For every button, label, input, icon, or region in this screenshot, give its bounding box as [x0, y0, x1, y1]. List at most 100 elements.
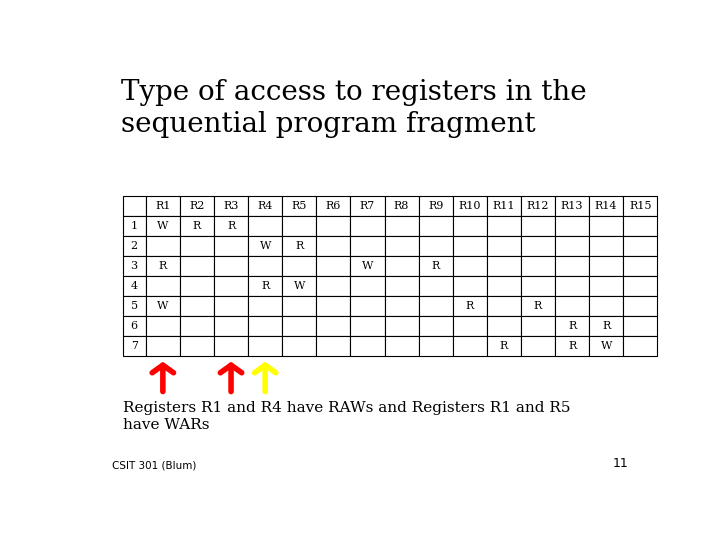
Bar: [624, 215, 657, 236]
Bar: [214, 256, 248, 276]
Text: R1: R1: [156, 201, 171, 211]
Bar: [316, 276, 351, 296]
Bar: [316, 215, 351, 236]
Bar: [122, 336, 145, 356]
Bar: [282, 276, 316, 296]
Bar: [248, 296, 282, 316]
Bar: [453, 276, 487, 296]
Text: R9: R9: [428, 201, 444, 211]
Text: 4: 4: [130, 281, 138, 291]
Bar: [316, 195, 351, 215]
Bar: [316, 336, 351, 356]
Text: 7: 7: [130, 341, 138, 351]
Bar: [624, 296, 657, 316]
Bar: [555, 276, 589, 296]
Bar: [351, 336, 384, 356]
Text: R: R: [602, 321, 611, 331]
Bar: [521, 215, 555, 236]
Bar: [418, 236, 453, 256]
Bar: [589, 236, 624, 256]
Text: 5: 5: [130, 301, 138, 311]
Bar: [487, 316, 521, 336]
Bar: [248, 336, 282, 356]
Bar: [384, 336, 418, 356]
Text: 6: 6: [130, 321, 138, 331]
Text: R: R: [466, 301, 474, 311]
Bar: [122, 236, 145, 256]
Bar: [145, 236, 180, 256]
Bar: [555, 236, 589, 256]
Bar: [624, 236, 657, 256]
Bar: [282, 296, 316, 316]
Bar: [214, 296, 248, 316]
Bar: [589, 256, 624, 276]
Bar: [214, 316, 248, 336]
Bar: [453, 296, 487, 316]
Bar: [282, 195, 316, 215]
Bar: [555, 256, 589, 276]
Bar: [351, 236, 384, 256]
Bar: [418, 256, 453, 276]
Text: R14: R14: [595, 201, 618, 211]
Text: R3: R3: [223, 201, 239, 211]
Bar: [555, 316, 589, 336]
Bar: [487, 276, 521, 296]
Bar: [316, 316, 351, 336]
Bar: [214, 215, 248, 236]
Bar: [589, 336, 624, 356]
Bar: [624, 195, 657, 215]
Text: R4: R4: [258, 201, 273, 211]
Bar: [145, 316, 180, 336]
Text: R: R: [431, 261, 440, 271]
Bar: [214, 236, 248, 256]
Bar: [453, 336, 487, 356]
Bar: [521, 256, 555, 276]
Bar: [624, 336, 657, 356]
Text: R5: R5: [292, 201, 307, 211]
Bar: [521, 296, 555, 316]
Bar: [624, 256, 657, 276]
Text: W: W: [600, 341, 612, 351]
Bar: [487, 195, 521, 215]
Bar: [418, 336, 453, 356]
Text: W: W: [259, 241, 271, 251]
Bar: [180, 316, 214, 336]
Bar: [521, 236, 555, 256]
Bar: [145, 215, 180, 236]
Text: R15: R15: [629, 201, 652, 211]
Bar: [384, 236, 418, 256]
Text: R: R: [568, 321, 576, 331]
Text: R2: R2: [189, 201, 204, 211]
Bar: [624, 276, 657, 296]
Bar: [487, 336, 521, 356]
Bar: [248, 195, 282, 215]
Text: R: R: [158, 261, 167, 271]
Text: R6: R6: [325, 201, 341, 211]
Bar: [521, 276, 555, 296]
Bar: [521, 316, 555, 336]
Bar: [282, 236, 316, 256]
Bar: [248, 256, 282, 276]
Bar: [487, 256, 521, 276]
Text: R: R: [295, 241, 303, 251]
Text: R: R: [227, 221, 235, 231]
Bar: [521, 195, 555, 215]
Text: 11: 11: [613, 457, 629, 470]
Bar: [214, 336, 248, 356]
Text: 3: 3: [130, 261, 138, 271]
Text: W: W: [294, 281, 305, 291]
Bar: [145, 195, 180, 215]
Text: R8: R8: [394, 201, 409, 211]
Bar: [418, 215, 453, 236]
Bar: [316, 296, 351, 316]
Bar: [589, 215, 624, 236]
Bar: [384, 296, 418, 316]
Bar: [351, 215, 384, 236]
Bar: [180, 256, 214, 276]
Bar: [555, 215, 589, 236]
Text: R: R: [568, 341, 576, 351]
Text: R13: R13: [561, 201, 583, 211]
Bar: [418, 296, 453, 316]
Bar: [487, 215, 521, 236]
Bar: [418, 276, 453, 296]
